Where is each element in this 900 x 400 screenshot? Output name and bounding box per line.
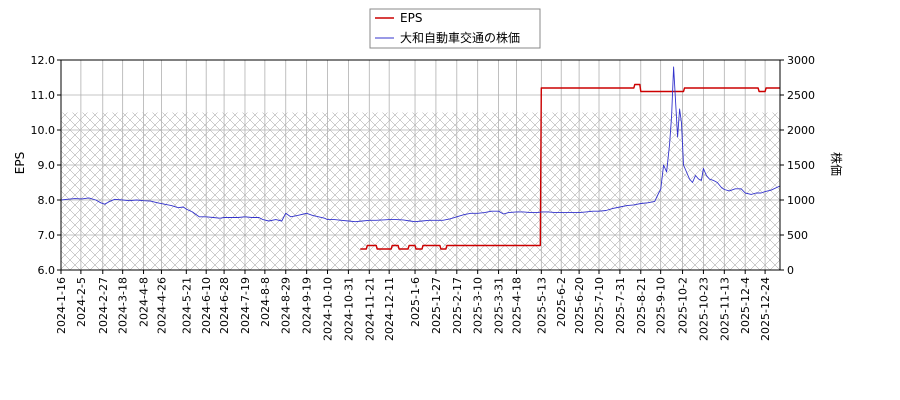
x-tick-label: 2024-9-19 bbox=[301, 277, 314, 334]
left-tick-label: 9.0 bbox=[38, 159, 56, 172]
x-tick-label: 2025-12-4 bbox=[739, 277, 752, 334]
x-tick-label: 2025-6-2 bbox=[555, 277, 568, 327]
x-tick-label: 2024-1-16 bbox=[55, 277, 68, 334]
left-tick-label: 8.0 bbox=[38, 194, 56, 207]
x-tick-label: 2024-10-31 bbox=[342, 277, 355, 341]
x-tick-label: 2025-3-10 bbox=[472, 277, 485, 334]
right-axis: 0 500 1000 1500 2000 2500 3000 bbox=[780, 54, 815, 277]
x-tick-label: 2025-1-6 bbox=[409, 277, 422, 327]
x-tick-label: 2025-5-13 bbox=[535, 277, 548, 334]
series-line-eps bbox=[360, 83, 780, 250]
legend-label-eps: EPS bbox=[400, 11, 422, 25]
grid-lines bbox=[61, 60, 780, 270]
right-tick-label: 0 bbox=[787, 264, 794, 277]
x-tick-label: 2025-7-31 bbox=[614, 277, 627, 334]
left-tick-label: 12.0 bbox=[31, 54, 56, 67]
x-tick-label: 2025-3-31 bbox=[493, 277, 506, 334]
x-tick-label: 2024-3-18 bbox=[117, 277, 130, 334]
x-tick-label: 2025-6-20 bbox=[573, 277, 586, 334]
legend-label-price: 大和自動車交通の株価 bbox=[400, 30, 520, 45]
x-tick-label: 2024-2-27 bbox=[97, 277, 110, 334]
x-tick-label: 2024-12-11 bbox=[383, 277, 396, 341]
series-layer bbox=[61, 66, 780, 250]
right-tick-label: 500 bbox=[787, 229, 808, 242]
x-tick-label: 2025-10-2 bbox=[677, 277, 690, 334]
x-tick-label: 2024-8-8 bbox=[259, 277, 272, 327]
right-tick-label: 3000 bbox=[787, 54, 815, 67]
hatched-band bbox=[61, 112, 780, 270]
left-tick-label: 6.0 bbox=[38, 264, 56, 277]
legend: EPS 大和自動車交通の株価 bbox=[369, 8, 541, 49]
x-tick-label: 2024-4-26 bbox=[155, 277, 168, 334]
left-tick-label: 7.0 bbox=[38, 229, 56, 242]
right-tick-label: 2000 bbox=[787, 124, 815, 137]
legend-box bbox=[369, 8, 541, 49]
x-tick-label: 2024-10-10 bbox=[322, 277, 335, 341]
x-tick-label: 2025-10-23 bbox=[697, 277, 710, 341]
right-axis-title: 株価 bbox=[829, 152, 844, 176]
x-tick-label: 2025-1-27 bbox=[430, 277, 443, 334]
x-tick-label: 2024-8-29 bbox=[280, 277, 293, 334]
left-tick-label: 11.0 bbox=[31, 89, 56, 102]
x-tick-label: 2025-8-21 bbox=[635, 277, 648, 334]
x-tick-label: 2025-9-10 bbox=[655, 277, 668, 334]
right-tick-label: 2500 bbox=[787, 89, 815, 102]
x-tick-label: 2025-2-17 bbox=[451, 277, 464, 334]
x-tick-label: 2025-11-13 bbox=[718, 277, 731, 341]
x-tick-label: 2024-11-21 bbox=[363, 277, 376, 341]
x-tick-label: 2024-7-19 bbox=[239, 277, 252, 334]
x-tick-label: 2025-12-24 bbox=[759, 277, 772, 341]
left-axis-title: EPS bbox=[13, 152, 27, 174]
x-tick-label: 2025-7-10 bbox=[593, 277, 606, 334]
left-axis: 6.0 7.0 8.0 9.0 10.0 11.0 12.0 bbox=[31, 54, 61, 277]
right-tick-label: 1000 bbox=[787, 194, 815, 207]
series-line-price bbox=[61, 66, 780, 223]
x-axis: 2024-1-16 2024-2-5 2024-2-27 2024-3-18 2024-… bbox=[55, 270, 772, 341]
x-tick-label: 2024-6-28 bbox=[218, 277, 231, 334]
x-tick-label: 2024-4-8 bbox=[138, 277, 151, 327]
x-tick-label: 2024-2-5 bbox=[75, 277, 88, 327]
x-tick-label: 2025-4-18 bbox=[510, 277, 523, 334]
left-tick-label: 10.0 bbox=[31, 124, 56, 137]
x-tick-label: 2024-5-21 bbox=[180, 277, 193, 334]
x-tick-label: 2024-6-10 bbox=[200, 277, 213, 334]
right-tick-label: 1500 bbox=[787, 159, 815, 172]
